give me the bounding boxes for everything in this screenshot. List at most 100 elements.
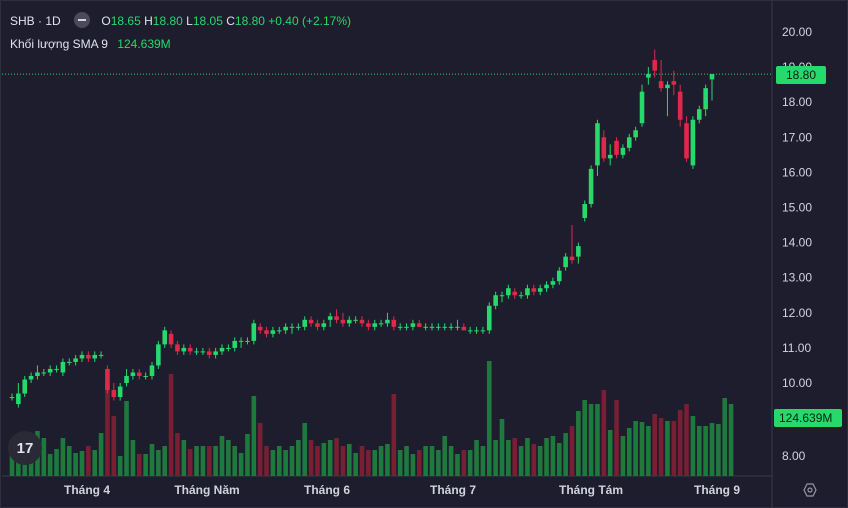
volume-bar bbox=[156, 450, 161, 476]
high-value: 18.80 bbox=[152, 14, 183, 28]
candle-body bbox=[270, 330, 276, 334]
candle-body bbox=[372, 323, 378, 327]
candle-body bbox=[588, 168, 594, 204]
open-value: 18.65 bbox=[110, 14, 141, 28]
candle-body bbox=[245, 340, 250, 342]
volume-bar bbox=[353, 453, 358, 476]
candle-body bbox=[226, 347, 231, 349]
candle-body bbox=[219, 347, 225, 352]
volume-bar bbox=[257, 423, 263, 476]
candle-body bbox=[168, 333, 174, 345]
volume-bar bbox=[213, 446, 218, 476]
volume-tag: 124.639M bbox=[774, 409, 842, 427]
volume-bar bbox=[455, 454, 460, 476]
candle-body bbox=[397, 326, 403, 328]
candle-body bbox=[105, 368, 110, 391]
price-tick-label: 20.00 bbox=[782, 25, 812, 39]
collapse-legend-icon[interactable] bbox=[74, 12, 91, 28]
candle-body bbox=[423, 326, 428, 328]
volume-bar bbox=[563, 433, 568, 476]
volume-bar bbox=[372, 450, 378, 476]
volume-bar bbox=[652, 414, 658, 476]
candle-body bbox=[213, 351, 218, 355]
volume-bar bbox=[512, 438, 518, 476]
volume-bar bbox=[391, 394, 397, 476]
volume-bar bbox=[569, 426, 575, 476]
volume-bar bbox=[716, 424, 721, 476]
settings-icon[interactable] bbox=[803, 483, 817, 497]
candle-body bbox=[117, 386, 123, 398]
candle-body bbox=[264, 330, 269, 334]
high-label: H bbox=[144, 14, 153, 28]
candle-body bbox=[378, 323, 384, 325]
candle-body bbox=[614, 140, 619, 155]
volume-bar bbox=[671, 421, 677, 476]
volume-bar bbox=[327, 440, 333, 476]
candle-body bbox=[601, 137, 607, 159]
close-label: C bbox=[226, 14, 235, 28]
candle-body bbox=[709, 74, 715, 80]
volume-bar bbox=[60, 438, 66, 476]
candle-body bbox=[461, 326, 467, 331]
candle-body bbox=[340, 319, 346, 324]
volume-bar bbox=[346, 444, 352, 476]
candle-body bbox=[404, 326, 409, 328]
candle-body bbox=[550, 281, 556, 285]
volume-bar bbox=[448, 446, 454, 476]
volume-bar bbox=[404, 446, 409, 476]
time-tick-label: Tháng 6 bbox=[304, 483, 350, 497]
candle-body bbox=[136, 372, 142, 376]
volume-bar bbox=[550, 436, 556, 476]
volume-bar bbox=[264, 446, 269, 476]
candle-body bbox=[327, 316, 333, 320]
volume-bar bbox=[576, 411, 581, 476]
candle-body bbox=[162, 330, 168, 345]
volume-bar bbox=[677, 410, 683, 476]
volume-bar bbox=[175, 433, 180, 476]
volume-bar bbox=[270, 450, 276, 476]
volume-bar bbox=[544, 438, 549, 476]
volume-bar bbox=[98, 433, 104, 476]
candle-body bbox=[366, 323, 371, 327]
price-tick-label: 11.00 bbox=[782, 341, 811, 355]
candle-body bbox=[187, 347, 193, 352]
volume-bar bbox=[296, 440, 301, 476]
tradingview-logo[interactable]: 17 bbox=[8, 431, 42, 465]
symbol-name[interactable]: SHB bbox=[10, 14, 35, 28]
candle-body bbox=[633, 130, 638, 138]
candle-body bbox=[626, 137, 632, 148]
candle-body bbox=[124, 375, 129, 383]
volume-bar bbox=[703, 426, 708, 476]
volume-bar bbox=[283, 450, 288, 476]
volume-bar bbox=[86, 446, 91, 476]
volume-bar bbox=[117, 456, 123, 476]
volume-bar bbox=[136, 454, 142, 476]
volume-bar bbox=[722, 398, 728, 476]
candle-body bbox=[658, 81, 664, 89]
low-value: 18.05 bbox=[192, 14, 223, 28]
volume-bar bbox=[194, 446, 199, 476]
price-tick-label: 8.00 bbox=[782, 449, 806, 463]
volume-bar bbox=[537, 446, 543, 476]
candle-body bbox=[200, 351, 206, 353]
interval-label[interactable]: 1D bbox=[45, 14, 61, 28]
volume-label[interactable]: Khối lượng SMA 9 bbox=[10, 37, 108, 51]
volume-bar bbox=[601, 390, 607, 476]
volume-bar bbox=[232, 446, 238, 476]
volume-bar bbox=[626, 428, 632, 476]
price-tick-label: 12.00 bbox=[782, 306, 812, 320]
price-tick-label: 15.00 bbox=[782, 201, 812, 215]
candle-body bbox=[518, 295, 524, 297]
time-tick-label: Tháng 4 bbox=[64, 483, 110, 497]
volume-bar bbox=[486, 361, 492, 476]
volume-bar bbox=[385, 444, 390, 476]
volume-bar bbox=[238, 453, 244, 476]
volume-bar bbox=[397, 450, 403, 476]
volume-bar bbox=[245, 434, 250, 476]
candle-body bbox=[283, 326, 288, 331]
volume-bar bbox=[436, 450, 441, 476]
candle-body bbox=[493, 295, 498, 306]
volume-bar bbox=[499, 419, 505, 476]
candle-body bbox=[86, 354, 91, 359]
